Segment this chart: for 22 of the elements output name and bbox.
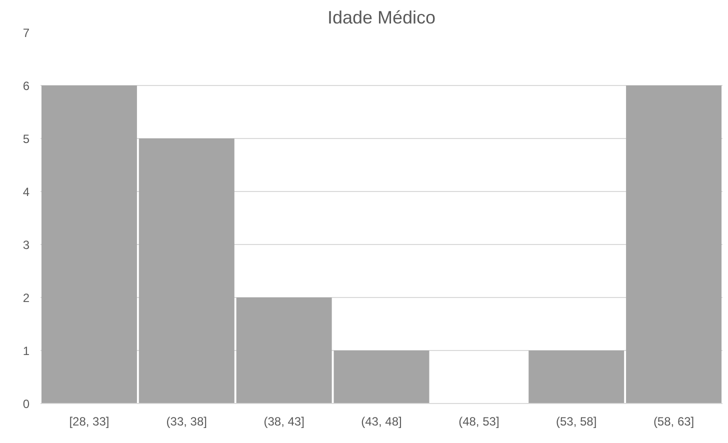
bar bbox=[138, 138, 234, 404]
bar bbox=[236, 298, 332, 404]
y-tick-label: 7 bbox=[22, 26, 30, 40]
y-tick-label: 0 bbox=[22, 397, 30, 411]
x-tick-label: (58, 63] bbox=[653, 414, 694, 428]
bar bbox=[528, 350, 624, 404]
x-tick-label: (43, 48] bbox=[361, 414, 402, 428]
chart-title: Idade Médico bbox=[327, 8, 436, 28]
y-tick-label: 6 bbox=[22, 79, 30, 93]
x-tick-label: (38, 43] bbox=[264, 414, 304, 428]
bar bbox=[334, 350, 430, 404]
x-tick-label: [28, 33] bbox=[69, 414, 110, 428]
y-tick-label: 3 bbox=[22, 238, 30, 252]
y-tick-label: 5 bbox=[22, 132, 30, 146]
bar bbox=[626, 86, 722, 404]
x-tick-label: (33, 38] bbox=[166, 414, 207, 428]
y-tick-label: 4 bbox=[22, 185, 30, 199]
y-tick-label: 1 bbox=[22, 344, 30, 358]
x-tick-label: (53, 58] bbox=[556, 414, 597, 428]
x-tick-label: (48, 53] bbox=[458, 414, 500, 428]
bar bbox=[41, 86, 137, 404]
y-tick-label: 2 bbox=[22, 291, 30, 305]
